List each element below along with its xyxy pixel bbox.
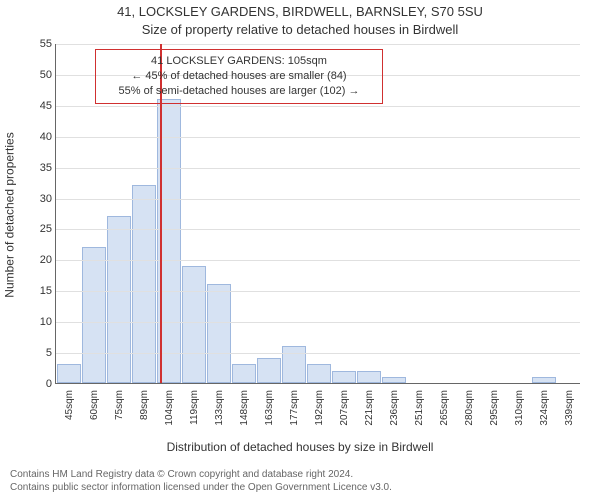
y-tick-label: 15	[32, 285, 52, 297]
y-tick-label: 5	[32, 347, 52, 359]
x-tick-label: 280sqm	[464, 390, 475, 426]
annotation-line: ← 45% of detached houses are smaller (84…	[104, 69, 374, 84]
x-tick-label: 236sqm	[389, 390, 400, 426]
histogram-bar	[332, 371, 356, 383]
x-tick-label: 295sqm	[489, 390, 500, 426]
x-tick-label: 119sqm	[189, 390, 200, 425]
histogram-bar	[107, 216, 131, 383]
gridline	[56, 260, 580, 261]
y-tick-label: 30	[32, 193, 52, 205]
y-tick-label: 40	[32, 131, 52, 143]
credit-text: Contains HM Land Registry data © Crown c…	[10, 468, 392, 494]
x-tick-label: 45sqm	[64, 390, 75, 420]
gridline	[56, 291, 580, 292]
x-tick-label: 60sqm	[89, 390, 100, 420]
x-tick-label: 104sqm	[164, 390, 175, 426]
y-tick-label: 50	[32, 69, 52, 81]
annotation-box: 41 LOCKSLEY GARDENS: 105sqm ← 45% of det…	[95, 49, 383, 104]
x-tick-label: 163sqm	[264, 390, 275, 426]
annotation-line: 55% of semi-detached houses are larger (…	[104, 84, 374, 99]
x-tick-label: 339sqm	[564, 390, 575, 426]
gridline	[56, 168, 580, 169]
x-tick-label: 207sqm	[339, 390, 350, 426]
histogram-bar	[307, 364, 331, 383]
gridline	[56, 44, 580, 45]
histogram-bar	[257, 358, 281, 383]
y-tick-label: 35	[32, 162, 52, 174]
histogram-bar	[382, 377, 406, 383]
gridline	[56, 229, 580, 230]
x-tick-label: 133sqm	[214, 390, 225, 426]
x-tick-label: 221sqm	[364, 390, 375, 426]
x-tick-label: 148sqm	[239, 390, 250, 426]
x-tick-label: 89sqm	[139, 390, 150, 420]
x-tick-label: 265sqm	[439, 390, 450, 426]
gridline	[56, 137, 580, 138]
x-tick-label: 75sqm	[114, 390, 125, 420]
histogram-bar	[357, 371, 381, 383]
histogram-bar	[182, 266, 206, 383]
histogram-bar	[207, 284, 231, 383]
gridline	[56, 322, 580, 323]
x-tick-label: 310sqm	[514, 390, 525, 426]
gridline	[56, 353, 580, 354]
chart-container: 41, LOCKSLEY GARDENS, BIRDWELL, BARNSLEY…	[0, 0, 600, 500]
x-tick-label: 177sqm	[289, 390, 300, 426]
y-tick-label: 25	[32, 223, 52, 235]
x-axis-label: Distribution of detached houses by size …	[0, 440, 600, 454]
histogram-bar	[232, 364, 256, 383]
annotation-line: 41 LOCKSLEY GARDENS: 105sqm	[104, 54, 374, 69]
y-tick-label: 10	[32, 316, 52, 328]
histogram-bar	[282, 346, 306, 383]
gridline	[56, 199, 580, 200]
page-title: 41, LOCKSLEY GARDENS, BIRDWELL, BARNSLEY…	[0, 4, 600, 19]
y-tick-label: 55	[32, 38, 52, 50]
page-subtitle: Size of property relative to detached ho…	[0, 22, 600, 37]
histogram-bar	[82, 247, 106, 383]
y-tick-label: 45	[32, 100, 52, 112]
gridline	[56, 106, 580, 107]
x-tick-label: 324sqm	[539, 390, 550, 426]
histogram-bar	[57, 364, 81, 383]
y-tick-label: 0	[32, 378, 52, 390]
y-tick-label: 20	[32, 254, 52, 266]
y-axis-label: Number of detached properties	[0, 0, 20, 430]
x-tick-label: 192sqm	[314, 390, 325, 426]
x-tick-label: 251sqm	[414, 390, 425, 426]
histogram-bar	[532, 377, 556, 383]
